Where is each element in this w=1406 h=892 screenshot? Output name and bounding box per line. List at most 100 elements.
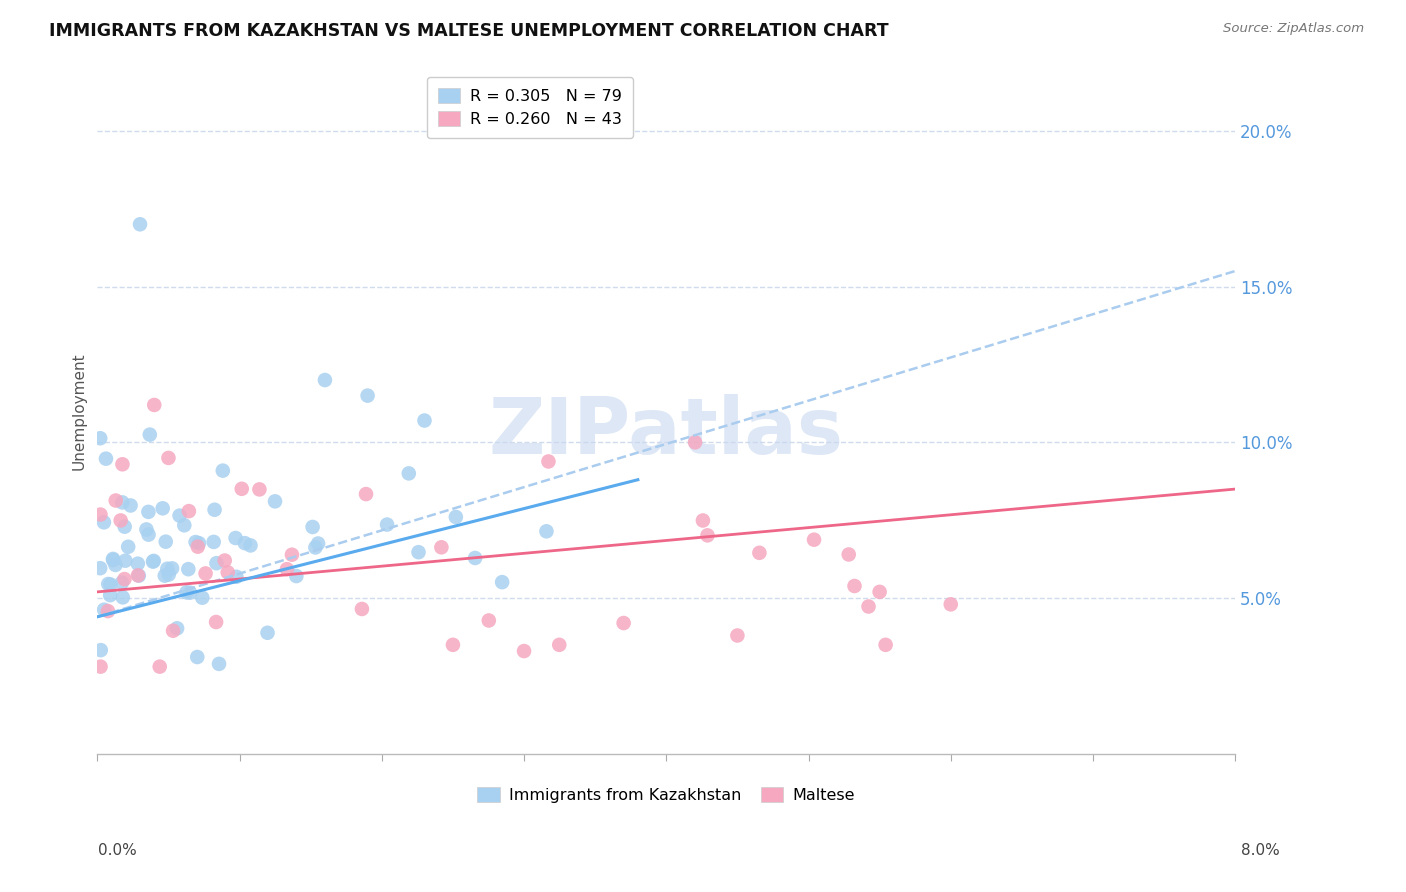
Point [725,628,748,642]
Point [110,513,132,527]
Point [111,591,134,605]
Point [444,510,467,524]
Point [491,575,513,590]
Point [356,389,378,403]
Point [153,568,176,582]
Point [875,638,897,652]
Point [354,487,377,501]
Point [98,588,121,602]
Point [89,431,111,445]
Point [93,603,115,617]
Point [90,643,112,657]
Point [413,413,436,427]
Point [225,570,247,584]
Point [135,523,157,537]
Point [97,604,120,618]
Point [152,501,174,516]
Point [138,505,160,519]
Point [142,555,165,569]
Point [177,562,200,576]
Point [537,454,560,468]
Point [169,508,191,523]
Point [225,531,247,545]
Text: IMMIGRANTS FROM KAZAKHSTAN VS MALTESE UNEMPLOYMENT CORRELATION CHART: IMMIGRANTS FROM KAZAKHSTAN VS MALTESE UN… [49,22,889,40]
Point [127,568,149,582]
Point [838,548,860,562]
Point [138,527,160,541]
Point [101,552,124,566]
Point [111,495,134,509]
Point [89,561,111,575]
Y-axis label: Unemployment: Unemployment [72,352,86,470]
Point [100,577,122,591]
Point [276,562,298,576]
Point [157,567,180,582]
Point [166,621,188,635]
Point [160,561,183,575]
Point [186,650,208,665]
Point [139,427,162,442]
Point [208,657,231,671]
Point [249,483,271,497]
Point [239,538,262,552]
Point [307,536,329,550]
Point [89,508,111,522]
Point [204,502,226,516]
Point [188,536,211,550]
Point [149,659,172,673]
Point [478,614,501,628]
Point [173,518,195,533]
Point [211,464,233,478]
Point [162,624,184,638]
Point [231,482,253,496]
Point [157,450,180,465]
Point [939,598,962,612]
Text: 0.0%: 0.0% [98,843,138,858]
Point [114,519,136,533]
Point [314,373,336,387]
Point [127,557,149,571]
Point [464,551,486,566]
Point [214,553,236,567]
Text: ZIPatlas: ZIPatlas [489,393,844,470]
Point [441,638,464,652]
Point [104,493,127,508]
Point [129,217,152,231]
Point [233,536,256,550]
Point [93,516,115,530]
Point [513,644,536,658]
Point [194,566,217,581]
Point [408,545,430,559]
Point [683,435,706,450]
Point [304,541,326,555]
Text: Source: ZipAtlas.com: Source: ZipAtlas.com [1223,22,1364,36]
Point [613,615,636,630]
Point [90,659,112,673]
Point [375,517,398,532]
Point [858,599,880,614]
Point [111,457,134,471]
Point [748,546,770,560]
Point [205,556,228,570]
Point [155,534,177,549]
Point [128,568,150,582]
Point [97,577,120,591]
Point [217,566,239,580]
Point [184,535,207,549]
Point [120,499,142,513]
Point [844,579,866,593]
Point [104,558,127,572]
Point [430,541,453,555]
Point [202,535,225,549]
Point [191,591,214,605]
Legend: Immigrants from Kazakhstan, Maltese: Immigrants from Kazakhstan, Maltese [467,776,866,814]
Point [536,524,558,539]
Point [696,528,718,542]
Point [692,514,714,528]
Point [285,569,308,583]
Point [94,451,117,466]
Point [869,585,891,599]
Point [281,548,304,562]
Point [803,533,825,547]
Text: 8.0%: 8.0% [1240,843,1279,858]
